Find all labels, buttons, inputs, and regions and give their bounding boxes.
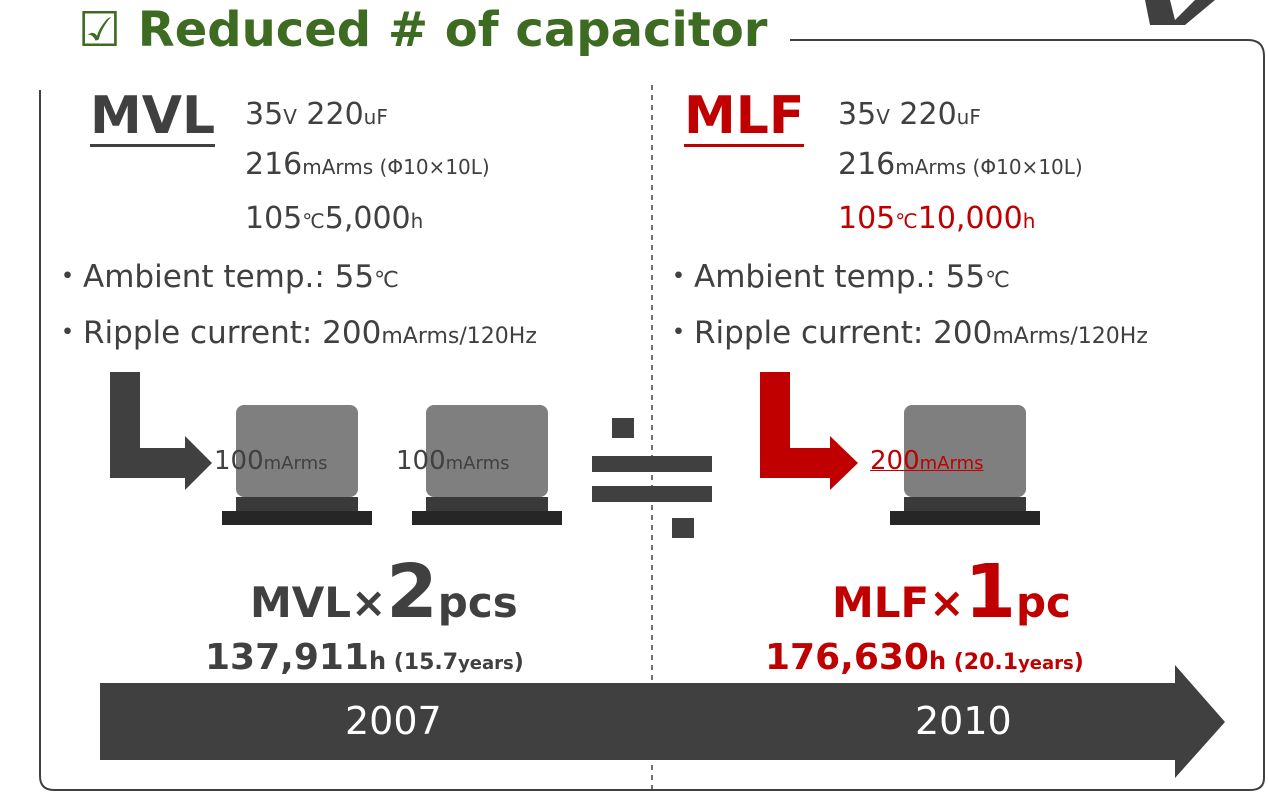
- text-part: mArms/120Hz: [992, 324, 1148, 349]
- text-part: ℃: [302, 209, 324, 233]
- text-part: 137,911: [205, 637, 369, 678]
- condition: ・Ripple current: 200mArms/120Hz: [52, 318, 537, 349]
- text-part: (20.1: [946, 650, 1018, 675]
- text-part: ・Ambient temp.: 55: [663, 259, 985, 295]
- text-part: mArms (Φ10×10: [302, 155, 471, 179]
- spec: 35V 220uF: [838, 100, 981, 130]
- text-part: ): [1075, 155, 1083, 179]
- text-part: mArms: [264, 453, 328, 474]
- current-label: 100mArms: [214, 448, 327, 474]
- text-part: 216: [838, 147, 895, 182]
- text-part: h: [411, 209, 424, 233]
- condition: ・Ambient temp.: 55℃: [52, 262, 399, 293]
- text-part: mArms (Φ10×10: [895, 155, 1064, 179]
- spec: 105℃5,000h: [245, 204, 423, 234]
- text-part: 35: [245, 97, 283, 132]
- result: MVL×2pcs: [250, 555, 518, 629]
- text-part: 5,000: [325, 201, 411, 236]
- year: 2007: [345, 702, 442, 740]
- text-part: pc: [1016, 578, 1071, 627]
- text-part: 2: [386, 549, 438, 635]
- text-part: MVL×: [250, 578, 386, 627]
- text-part: years: [458, 653, 514, 674]
- text-part: ℃: [985, 268, 1010, 293]
- text-part: uF: [364, 105, 388, 129]
- title: ☑ Reduced # of capacitor: [78, 6, 767, 54]
- text-part: mArms/120Hz: [381, 324, 537, 349]
- text-part: 35: [838, 97, 876, 132]
- current-label: 200mArms: [870, 448, 983, 474]
- text-part: L: [1064, 155, 1075, 179]
- text-part: L: [471, 155, 482, 179]
- text-part: ・Ambient temp.: 55: [52, 259, 374, 295]
- life: 176,630h (20.1years): [765, 640, 1084, 676]
- arrow-right: [760, 372, 858, 490]
- spec: 105℃10,000h: [838, 204, 1035, 234]
- condition: ・Ripple current: 200mArms/120Hz: [663, 318, 1148, 349]
- text-part: 100: [214, 446, 264, 476]
- text-part: h: [929, 647, 946, 675]
- text-part: 10,000: [918, 201, 1023, 236]
- text-part: ・Ripple current: 200: [52, 315, 381, 351]
- text-part: mArms: [446, 453, 510, 474]
- result: MLF×1pc: [832, 555, 1071, 629]
- text-part: 216: [245, 147, 302, 182]
- timeline-arrow: [100, 665, 1225, 778]
- text-part: ℃: [895, 209, 917, 233]
- text-part: 1: [964, 549, 1016, 635]
- text-part: 220: [297, 97, 364, 132]
- text-part: ・Ripple current: 200: [663, 315, 992, 351]
- text-part: h: [369, 647, 386, 675]
- condition: ・Ambient temp.: 55℃: [663, 262, 1010, 293]
- text-part: 105: [245, 201, 302, 236]
- spec: 216mArms (Φ10×10L): [245, 150, 490, 180]
- text-part: 105: [838, 201, 895, 236]
- series-name: MVL: [90, 90, 215, 147]
- text-part: h: [1023, 209, 1036, 233]
- series-name: MLF: [684, 90, 804, 147]
- spec: 216mArms (Φ10×10L): [838, 150, 1083, 180]
- spec: 35V 220uF: [245, 100, 388, 130]
- text-part: mArms: [920, 453, 984, 474]
- current-label: 100mArms: [396, 448, 509, 474]
- text-part: years: [1018, 653, 1074, 674]
- text-part: (15.7: [386, 650, 458, 675]
- text-part: pcs: [438, 578, 518, 627]
- text-part: ): [514, 650, 524, 675]
- text-part: MLF×: [832, 578, 964, 627]
- text-part: uF: [957, 105, 981, 129]
- text-part: V: [283, 105, 297, 129]
- text-part: 100: [396, 446, 446, 476]
- text-part: ℃: [374, 268, 399, 293]
- text-part: 200: [870, 446, 920, 476]
- slide: ☑ Reduced # of capacitor MVL 35V 220uF 2…: [0, 0, 1268, 794]
- text-part: 220: [890, 97, 957, 132]
- text-part: V: [876, 105, 890, 129]
- life: 137,911h (15.7years): [205, 640, 524, 676]
- text-part: 176,630: [765, 637, 929, 678]
- text-part: ): [482, 155, 490, 179]
- year: 2010: [915, 702, 1012, 740]
- text-part: ): [1074, 650, 1084, 675]
- arrow-left: [110, 372, 212, 490]
- corner-icon: [1145, 0, 1215, 25]
